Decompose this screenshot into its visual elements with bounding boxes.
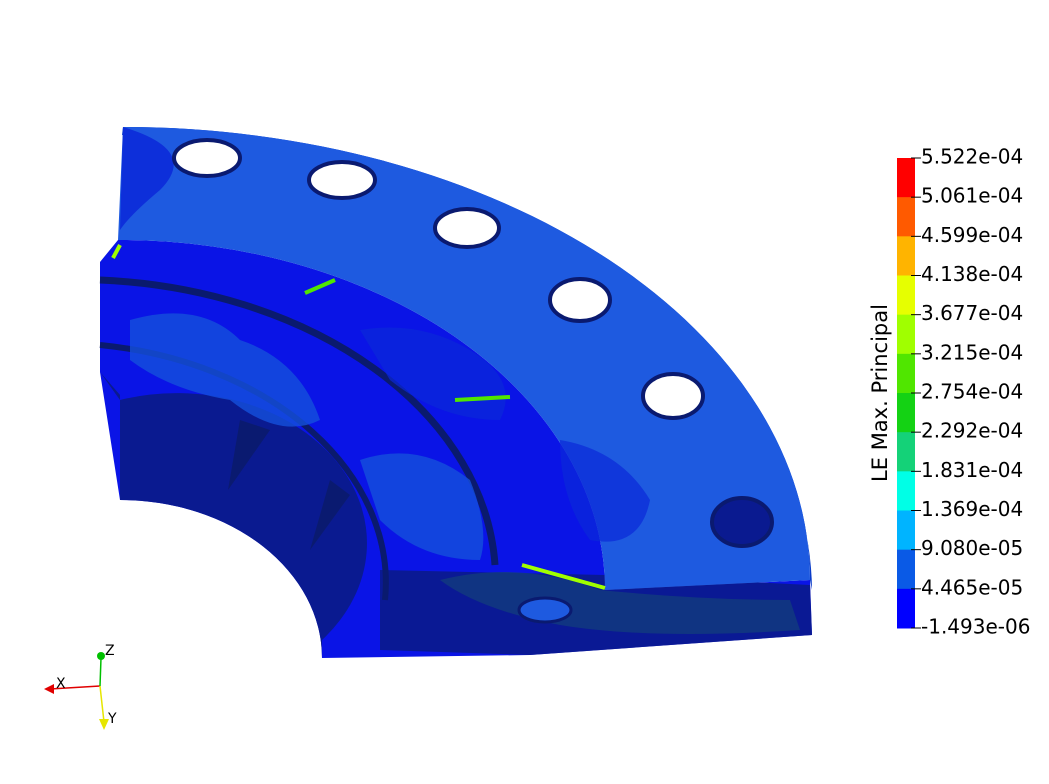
- model: [99, 127, 812, 658]
- hole: [172, 138, 242, 178]
- colorbar-label: 4.465e-05: [921, 575, 1023, 599]
- axis-label: Y: [107, 711, 117, 727]
- top-plate: [118, 127, 810, 590]
- color-band: [897, 275, 915, 316]
- colorbar-label: 1.831e-04: [921, 458, 1023, 482]
- plate-patch: [360, 327, 506, 420]
- colorbar-label: 9.080e-05: [921, 536, 1023, 560]
- streak: [304, 278, 336, 295]
- hole: [433, 207, 501, 249]
- colorbar-label: 3.215e-04: [921, 340, 1023, 364]
- color-band: [897, 432, 915, 472]
- color-band: [897, 314, 915, 355]
- axis-label: Z: [105, 643, 115, 659]
- patch: [360, 453, 484, 560]
- colorbar-label: -1.493e-06: [921, 615, 1030, 639]
- colorbar-label: 1.369e-04: [921, 497, 1023, 521]
- z-axis: [99, 657, 102, 687]
- colorbar-label: 3.677e-04: [921, 301, 1023, 325]
- hole: [710, 496, 774, 548]
- hole: [517, 596, 573, 624]
- hole: [641, 372, 705, 420]
- z-arrow: [97, 652, 105, 660]
- x-arrow: [44, 684, 54, 694]
- colorbar: LE Max. Principal 5.522e-04 5.061e-04 4.59…: [868, 145, 1030, 639]
- colorbar-label: 5.061e-04: [921, 184, 1023, 208]
- groove: [99, 276, 499, 566]
- colorbar-label: 2.754e-04: [921, 380, 1023, 404]
- color-band: [897, 197, 915, 237]
- colorbar-label: 2.292e-04: [921, 419, 1023, 443]
- colorbar-label: 4.138e-04: [921, 262, 1023, 286]
- plate-patch: [560, 440, 650, 542]
- axis-label: X: [56, 676, 66, 692]
- color-band: [897, 236, 915, 276]
- y-arrow: [99, 719, 109, 730]
- color-band: [897, 549, 915, 590]
- patch: [130, 313, 320, 427]
- rib: [228, 420, 270, 490]
- rib: [310, 480, 350, 550]
- lower-shade: [440, 572, 800, 634]
- plate-patch: [120, 127, 174, 230]
- color-band: [897, 588, 915, 629]
- inner-ring: [100, 372, 367, 658]
- streak: [521, 563, 606, 590]
- x-axis: [49, 685, 101, 690]
- y-axis: [99, 685, 105, 723]
- colorbar-title: LE Max. Principal: [868, 304, 892, 482]
- streak: [111, 244, 122, 259]
- color-band: [897, 471, 915, 511]
- color-band: [897, 393, 915, 433]
- hole: [307, 160, 377, 200]
- color-band: [897, 510, 915, 551]
- hole: [548, 277, 612, 323]
- colorbar-label: 5.522e-04: [921, 145, 1023, 169]
- axes-triad: X Y Z: [44, 643, 117, 730]
- colorbar-label: 4.599e-04: [921, 223, 1023, 247]
- color-band: [897, 158, 915, 198]
- color-band: [897, 353, 915, 394]
- holes: [172, 138, 774, 624]
- streak: [454, 395, 511, 402]
- hot-spots: [111, 244, 606, 590]
